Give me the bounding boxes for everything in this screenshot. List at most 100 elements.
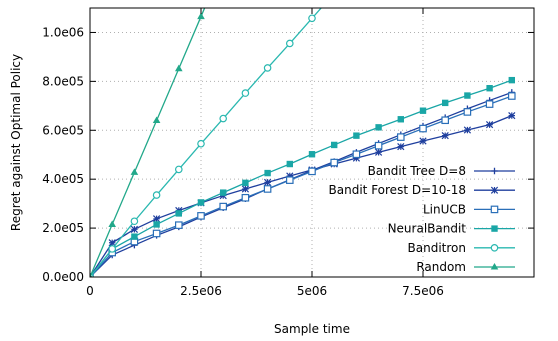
data-point-marker <box>490 186 499 194</box>
legend-label: NeuralBandit <box>388 222 467 236</box>
series-random <box>90 8 206 277</box>
data-point-marker <box>353 132 360 139</box>
y-tick-label: 1.0e06 <box>42 25 84 39</box>
data-point-marker <box>90 273 93 277</box>
data-point-marker <box>491 167 498 175</box>
data-point-marker <box>197 199 205 206</box>
data-point-marker <box>241 185 250 193</box>
y-tick-label: 8.0e05 <box>42 74 84 88</box>
legend-label: Banditron <box>408 241 466 255</box>
data-point-marker <box>286 172 294 180</box>
data-point-marker <box>130 217 139 226</box>
data-point-marker <box>352 154 361 162</box>
data-point-marker <box>108 220 116 227</box>
y-axis-label: Regret against Optimal Policy <box>9 54 23 231</box>
data-point-marker <box>352 150 361 159</box>
data-point-marker <box>263 64 272 72</box>
series-linucb <box>90 92 516 277</box>
grid-lines <box>90 8 534 277</box>
data-point-marker <box>197 139 205 148</box>
data-point-marker <box>264 169 271 177</box>
series-line <box>90 79 513 277</box>
series-line <box>90 8 323 277</box>
data-point-marker <box>486 85 493 92</box>
data-point-marker <box>108 245 117 253</box>
data-point-marker <box>285 39 294 48</box>
data-point-marker <box>219 114 228 123</box>
data-point-marker <box>508 76 515 84</box>
x-tick-label: 2.5e06 <box>180 284 222 298</box>
data-point-marker <box>219 202 228 211</box>
data-point-marker <box>308 14 316 23</box>
data-point-marker <box>286 160 293 168</box>
data-point-marker <box>419 137 427 145</box>
data-point-marker <box>241 193 250 202</box>
data-point-marker <box>463 108 472 116</box>
x-tick-label: 0 <box>86 284 94 298</box>
legend-item: LinUCB <box>423 202 515 216</box>
legend-label: Random <box>416 260 466 274</box>
data-point-marker <box>108 239 116 247</box>
legend-label: Bandit Tree D=8 <box>368 164 466 178</box>
data-point-marker <box>175 64 183 72</box>
data-point-marker <box>241 89 250 97</box>
data-point-marker <box>130 225 139 233</box>
data-point-marker <box>175 221 183 229</box>
series-neuralbandit <box>90 76 515 277</box>
data-point-marker <box>197 212 205 220</box>
data-point-marker <box>308 151 316 158</box>
data-point-marker <box>397 143 405 151</box>
data-point-marker <box>220 189 227 196</box>
data-point-marker <box>491 225 498 232</box>
data-point-marker <box>152 116 161 124</box>
data-point-marker <box>485 121 494 129</box>
data-point-marker <box>153 221 160 228</box>
data-point-marker <box>419 107 427 114</box>
data-point-marker <box>330 158 339 167</box>
data-point-marker <box>197 12 205 20</box>
legend-label: LinUCB <box>423 202 466 216</box>
series-banditron <box>90 8 323 277</box>
y-tick-label: 4.0e05 <box>42 172 84 186</box>
data-point-marker <box>397 116 404 123</box>
data-point-marker <box>490 263 499 270</box>
data-point-marker <box>508 111 516 120</box>
legend-label: Bandit Forest D=10-18 <box>329 183 466 197</box>
data-point-marker <box>374 148 383 156</box>
data-point-marker <box>263 178 272 186</box>
data-point-marker <box>375 124 382 131</box>
series-line <box>90 114 513 277</box>
legend: Bandit Tree D=8 Bandit Forest D=10-18 LinU… <box>329 164 515 274</box>
y-tick-label: 6.0e05 <box>42 123 84 137</box>
data-point-marker <box>508 92 516 100</box>
axis-ticks: 0.0e00 2.0e05 4.0e05 6.0e05 8.0e05 1.0e06 0 2.5… <box>42 8 534 298</box>
data-point-marker <box>175 165 183 174</box>
data-point-marker <box>242 179 249 187</box>
data-point-marker <box>286 176 294 184</box>
data-point-marker <box>463 126 472 134</box>
data-point-marker <box>374 141 383 150</box>
data-point-marker <box>331 141 338 149</box>
y-tick-label: 0.0e00 <box>42 270 84 284</box>
data-point-marker <box>441 132 449 140</box>
data-point-marker <box>152 191 161 199</box>
data-point-marker <box>152 229 161 238</box>
data-point-marker <box>308 167 316 176</box>
data-point-marker <box>490 205 499 214</box>
data-point-marker <box>131 233 138 240</box>
data-point-marker <box>263 185 272 193</box>
legend-item: NeuralBandit <box>388 222 515 236</box>
data-point-marker <box>419 124 427 133</box>
x-axis-label: Sample time <box>274 322 350 336</box>
legend-item: Random <box>416 260 515 274</box>
x-tick-label: 7.5e06 <box>402 284 444 298</box>
legend-item: Bandit Tree D=8 <box>368 164 515 178</box>
x-tick-label: 5e06 <box>297 284 327 298</box>
series-layer <box>90 8 516 277</box>
data-point-marker <box>130 168 139 175</box>
data-point-marker <box>152 215 161 223</box>
data-point-marker <box>442 99 449 107</box>
data-point-marker <box>441 116 450 125</box>
y-tick-label: 2.0e05 <box>42 221 84 235</box>
